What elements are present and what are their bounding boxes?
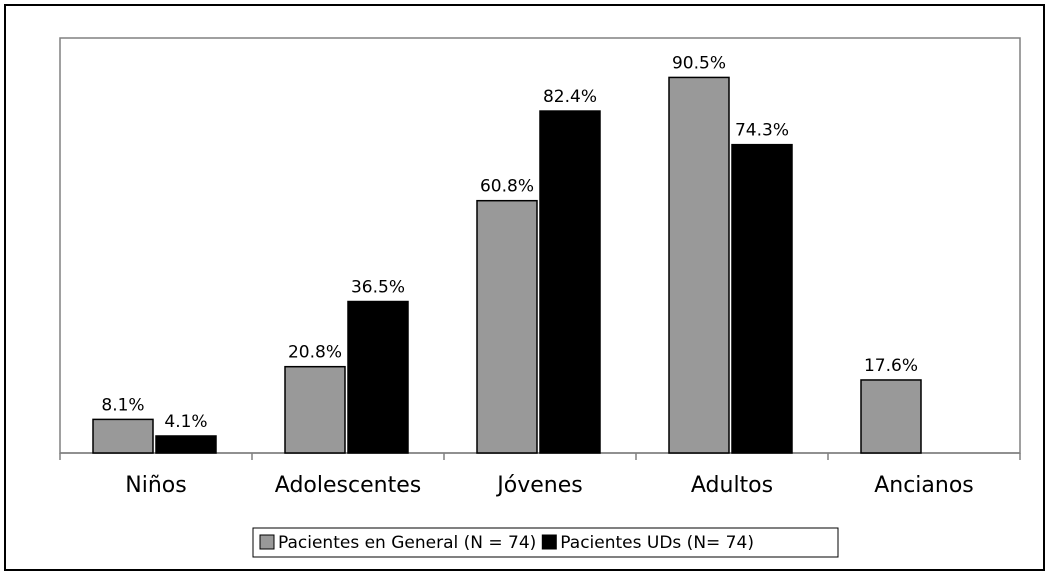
bar bbox=[860, 379, 922, 454]
value-label: 20.8% bbox=[288, 343, 342, 363]
bar bbox=[347, 300, 409, 454]
bar bbox=[155, 435, 217, 454]
bar bbox=[668, 76, 730, 454]
legend-swatch bbox=[259, 534, 275, 550]
value-label: 8.1% bbox=[101, 395, 144, 415]
x-tick-label: Jóvenes bbox=[495, 473, 582, 498]
value-label: 60.8% bbox=[480, 177, 534, 197]
bar bbox=[92, 418, 154, 454]
x-tick-label: Adultos bbox=[691, 473, 773, 498]
value-label: 4.1% bbox=[164, 412, 207, 432]
bar bbox=[731, 143, 793, 454]
bar bbox=[539, 110, 601, 454]
value-label: 82.4% bbox=[543, 87, 597, 107]
legend-label: Pacientes en General (N = 74) bbox=[278, 533, 536, 553]
legend-swatch bbox=[541, 534, 557, 550]
bar bbox=[476, 199, 538, 454]
value-label: 74.3% bbox=[735, 121, 789, 141]
x-tick-label: Adolescentes bbox=[275, 473, 421, 498]
bar bbox=[284, 365, 346, 454]
value-label: 17.6% bbox=[864, 356, 918, 376]
value-label: 90.5% bbox=[672, 53, 726, 73]
value-label: 36.5% bbox=[351, 278, 405, 298]
legend-label: Pacientes UDs (N= 74) bbox=[560, 533, 754, 553]
x-tick-label: Niños bbox=[125, 473, 186, 498]
x-tick-label: Ancianos bbox=[874, 473, 974, 498]
